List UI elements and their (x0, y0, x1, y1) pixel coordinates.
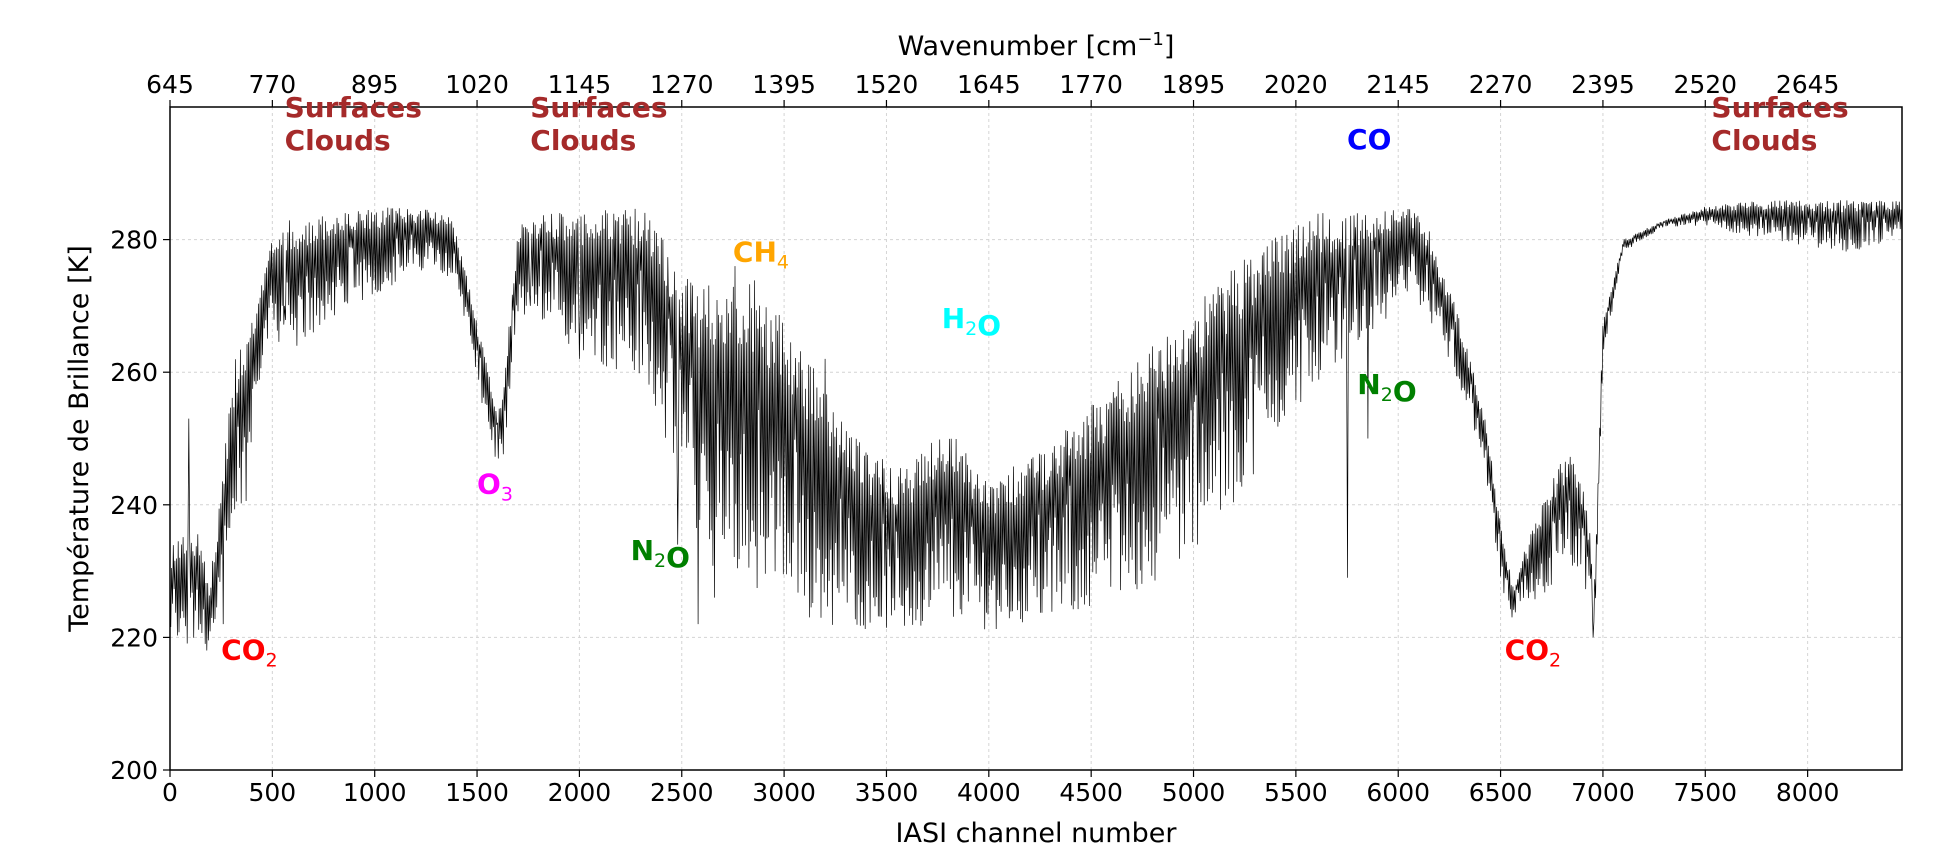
annotation-n2o-part: N (631, 534, 654, 567)
annotation-o3-subscript: 3 (501, 484, 513, 506)
x-tick-label: 0 (162, 778, 178, 807)
annotation-n2o-subscript: 2 (1381, 384, 1393, 406)
annotation-h2o-part: O (977, 309, 1001, 342)
grid (170, 107, 1902, 770)
annotation-n2o-part: O (666, 541, 690, 574)
x-tick-label: 4500 (1059, 778, 1123, 807)
top-axis-title-exponent: −1 (1137, 29, 1164, 50)
annotation-h2o-part: H (942, 302, 965, 335)
y-tick-label: 220 (110, 623, 158, 652)
annotation-co2-subscript: 2 (266, 649, 278, 671)
top-axis-title-end: ] (1164, 31, 1175, 62)
annotation-n2o-subscript: 2 (654, 550, 666, 572)
annotation-o3: O3 (477, 468, 513, 506)
annotation-co: CO (1347, 123, 1391, 156)
annotation-co2-part: CO (221, 633, 265, 666)
x-tick-label: 8000 (1776, 778, 1840, 807)
y-tick-label: 280 (110, 226, 158, 255)
annotation-co2: CO2 (221, 633, 277, 671)
top-tick-label: 2270 (1469, 70, 1533, 99)
annotation-co2-part: CO (1505, 633, 1549, 666)
x-axis-title: IASI channel number (896, 818, 1178, 849)
annotation-surfaces-line2: Clouds (285, 124, 391, 157)
annotations: SurfacesCloudsSurfacesCloudsSurfacesClou… (221, 91, 1848, 671)
x-tick-label: 6000 (1366, 778, 1430, 807)
top-tick-label: 645 (146, 70, 194, 99)
x-tick-label: 3500 (855, 778, 919, 807)
annotation-n2o-part: O (1393, 375, 1417, 408)
annotation-surfaces: Surfaces (1711, 91, 1848, 124)
annotation-surfaces-part: Surfaces (1711, 91, 1848, 124)
y-tick-label: 240 (110, 491, 158, 520)
annotation-h2o: H2O (942, 302, 1001, 342)
top-axis-title: Wavenumber [cm−1] (898, 29, 1175, 63)
x-tick-label: 2000 (548, 778, 612, 807)
top-tick-label: 2145 (1366, 70, 1430, 99)
top-tick-label: 1395 (752, 70, 816, 99)
y-axis-title: Température de Brillance [K] (64, 245, 95, 633)
annotation-h2o-subscript: 2 (965, 318, 977, 340)
top-tick-label: 770 (248, 70, 296, 99)
annotation-surfaces-part: Surfaces (530, 91, 667, 124)
x-tick-label: 6500 (1469, 778, 1533, 807)
x-tick-label: 5000 (1162, 778, 1226, 807)
top-tick-label: 1770 (1059, 70, 1123, 99)
data-layer (170, 200, 1902, 651)
x-tick-label: 1000 (343, 778, 407, 807)
x-tick-label: 7000 (1571, 778, 1635, 807)
annotation-n2o-part: N (1357, 368, 1380, 401)
annotation-co-part: CO (1347, 123, 1391, 156)
x-tick-label: 7500 (1673, 778, 1737, 807)
top-tick-label: 1895 (1162, 70, 1226, 99)
x-tick-label: 3000 (752, 778, 816, 807)
top-tick-label: 895 (351, 70, 399, 99)
top-tick-label: 1145 (548, 70, 612, 99)
annotation-ch4-part: CH (733, 235, 777, 268)
top-tick-label: 2020 (1264, 70, 1328, 99)
annotation-n2o: N2O (1357, 368, 1416, 408)
top-tick-label: 1020 (445, 70, 509, 99)
x-tick-label: 4000 (957, 778, 1021, 807)
y-tick-label: 260 (110, 358, 158, 387)
annotation-co2: CO2 (1505, 633, 1561, 671)
annotation-o3-part: O (477, 468, 501, 501)
ticks: 0 500 1000 1500 2000 2500 3000 3500 4000 4500 5000… (110, 70, 1839, 807)
annotation-surfaces: Surfaces (530, 91, 667, 124)
x-tick-label: 5500 (1264, 778, 1328, 807)
top-tick-label: 1520 (855, 70, 919, 99)
annotation-surfaces: Surfaces (285, 91, 422, 124)
y-tick-label: 200 (110, 756, 158, 785)
annotation-ch4: CH4 (733, 235, 789, 273)
top-tick-label: 2520 (1673, 70, 1737, 99)
top-tick-label: 2645 (1776, 70, 1840, 99)
top-axis-title-main: Wavenumber [cm (898, 31, 1138, 62)
annotation-n2o: N2O (631, 534, 690, 574)
x-tick-label: 2500 (650, 778, 714, 807)
annotation-co2-subscript: 2 (1549, 649, 1561, 671)
annotation-ch4-subscript: 4 (777, 251, 789, 273)
plot-frame (169, 106, 1903, 771)
x-tick-label: 500 (248, 778, 296, 807)
top-tick-label: 1645 (957, 70, 1021, 99)
annotation-surfaces-line2: Clouds (1711, 124, 1817, 157)
spectrum-line (170, 200, 1902, 651)
annotation-surfaces-part: Surfaces (285, 91, 422, 124)
x-tick-label: 1500 (445, 778, 509, 807)
annotation-surfaces-line2: Clouds (530, 124, 636, 157)
top-tick-label: 1270 (650, 70, 714, 99)
top-tick-label: 2395 (1571, 70, 1635, 99)
